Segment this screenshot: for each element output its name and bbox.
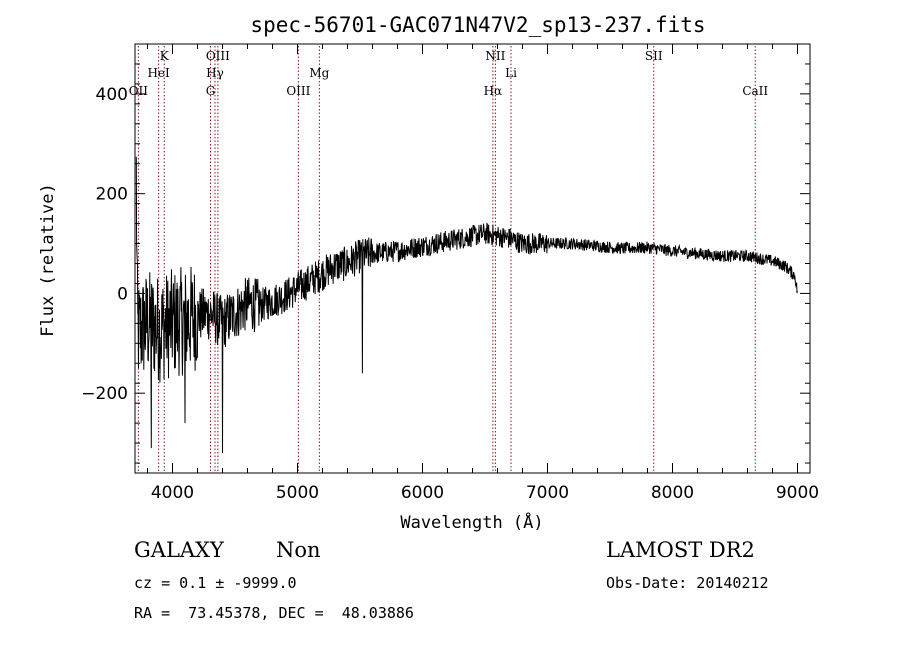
y-axis-title: Flux (relative) bbox=[38, 183, 58, 337]
x-tick-label: 9000 bbox=[776, 483, 819, 503]
axis-ticks: 4000 5000 6000 7000 8000 9000 −200 0 200 400 bbox=[81, 44, 819, 503]
x-tick-label: 8000 bbox=[651, 483, 694, 503]
spectrum-line bbox=[135, 156, 798, 454]
y-tick-label: 400 bbox=[96, 85, 128, 105]
y-tick-label: −200 bbox=[81, 384, 128, 404]
spectral-line-label: HeI bbox=[147, 66, 170, 80]
obs-date-text: Obs-Date: 20140212 bbox=[606, 574, 769, 592]
x-tick-label: 6000 bbox=[401, 483, 444, 503]
spectral-line-label: K bbox=[160, 49, 170, 63]
coordinates-text: RA = 73.45378, DEC = 48.03886 bbox=[134, 604, 414, 622]
chart-title: spec-56701-GAC071N47V2_sp13-237.fits bbox=[250, 13, 705, 37]
survey-name: LAMOST DR2 bbox=[606, 538, 755, 562]
spectral-line-label: G bbox=[206, 84, 216, 98]
x-tick-label: 7000 bbox=[526, 483, 569, 503]
object-subclass: Non bbox=[276, 538, 321, 562]
y-tick-label: 200 bbox=[96, 185, 128, 205]
spectral-line-label: NII bbox=[485, 49, 505, 63]
spectrum-series bbox=[135, 156, 798, 454]
x-tick-label: 4000 bbox=[151, 483, 194, 503]
spectral-line-label: Hα bbox=[484, 84, 503, 98]
spectral-line-label: Li bbox=[505, 66, 517, 80]
spectral-line-label: SII bbox=[645, 49, 663, 63]
x-axis-title: Wavelength (Å) bbox=[400, 511, 543, 533]
object-class: GALAXY bbox=[134, 538, 224, 562]
y-tick-label: 0 bbox=[117, 284, 128, 304]
spectral-line-label: Hγ bbox=[206, 66, 224, 80]
spectral-line-label: OIII bbox=[206, 49, 230, 63]
redshift-text: cz = 0.1 ± -9999.0 bbox=[134, 574, 297, 592]
x-tick-label: 5000 bbox=[276, 483, 319, 503]
spectral-line-label: Mg bbox=[309, 66, 329, 80]
spectral-line-label: OII bbox=[129, 84, 149, 98]
plot-frame bbox=[134, 43, 811, 474]
spectral-line-label: OIII bbox=[286, 84, 310, 98]
spectral-line-label: CaII bbox=[742, 84, 768, 98]
